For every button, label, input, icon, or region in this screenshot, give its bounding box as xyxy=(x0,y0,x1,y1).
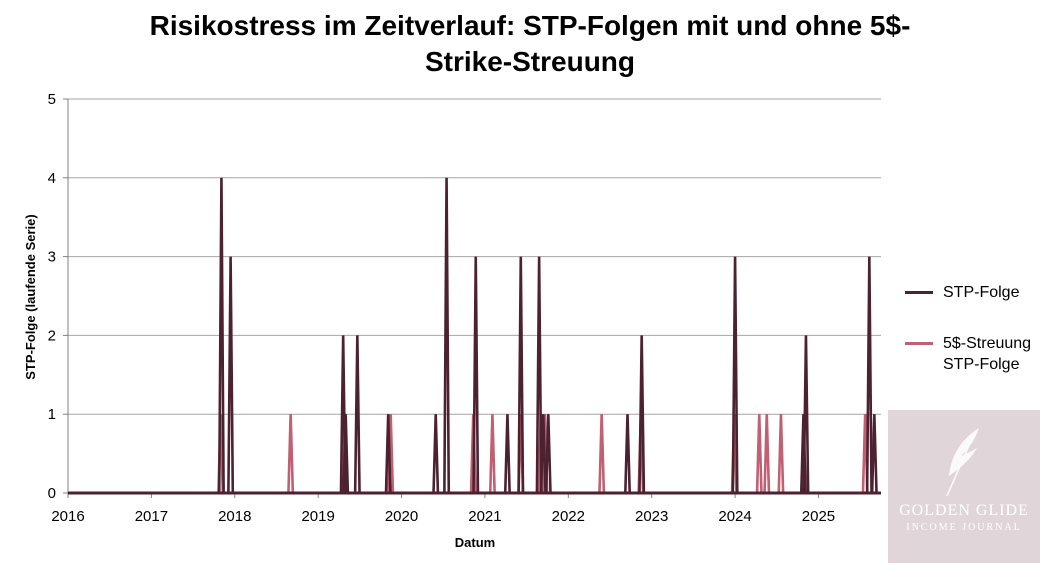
label-layer: 0 1 2 3 4 5 2016 2017 2018 2019 2020 2021 2022 2023 20… xyxy=(48,91,835,525)
x-tick-label: 2017 xyxy=(135,508,168,525)
data-spike-1-14 xyxy=(777,414,785,494)
watermark-title: GOLDEN GLIDE xyxy=(899,502,1029,519)
x-tick-label: 2023 xyxy=(635,508,668,525)
legend-label-stp-folge: STP-Folge xyxy=(943,284,1020,301)
data-spike-0-18 xyxy=(802,335,810,494)
x-tick-label: 2025 xyxy=(802,508,835,525)
data-spike-0-14 xyxy=(624,414,632,494)
x-tick-label: 2021 xyxy=(468,508,501,525)
data-spike-0-11 xyxy=(535,256,543,494)
watermark-logo: GOLDEN GLIDE INCOME JOURNAL xyxy=(888,410,1040,563)
x-axis-title: Datum xyxy=(455,535,495,550)
data-spike-0-0 xyxy=(217,177,225,494)
feather-icon xyxy=(946,428,979,497)
y-tick-label: 4 xyxy=(48,170,56,187)
data-spike-1-5 xyxy=(488,414,496,494)
data-spike-0-6 xyxy=(432,414,440,494)
data-spike-0-1 xyxy=(227,256,235,494)
legend-label-5-streuung-line-2: STP-Folge xyxy=(943,356,1020,373)
data-spike-0-9 xyxy=(503,414,511,494)
chart-title-line-2: Strike-Streuung xyxy=(424,46,636,77)
data-spike-1-12 xyxy=(755,414,763,494)
data-spike-0-12 xyxy=(539,414,547,494)
data-spike-1-1 xyxy=(287,414,295,494)
data-spike-0-20 xyxy=(870,414,878,494)
data-spike-0-19 xyxy=(865,256,873,494)
legend-swatch-5-streuung xyxy=(905,342,933,345)
data-spike-0-3 xyxy=(342,414,350,494)
data-spike-0-10 xyxy=(517,256,525,494)
x-tick-label: 2018 xyxy=(218,508,251,525)
data-spike-0-7 xyxy=(443,177,451,494)
data-spike-1-13 xyxy=(763,414,771,494)
x-tick-label: 2020 xyxy=(385,508,418,525)
y-axis-title: STP-Folge (laufende Serie) xyxy=(23,214,38,379)
data-spike-0-16 xyxy=(731,256,739,494)
chart-title: Risikostress im Zeitverlauf: STP-Folgen … xyxy=(60,8,1000,80)
y-tick-label: 0 xyxy=(48,485,56,502)
legend-label-5-streuung-line-1: 5$-Streuung xyxy=(943,335,1032,352)
data-spike-0-4 xyxy=(353,335,361,494)
data-spike-0-8 xyxy=(472,256,480,494)
data-spike-1-9 xyxy=(598,414,606,494)
data-spike-0-5 xyxy=(384,414,392,494)
watermark-subtitle: INCOME JOURNAL xyxy=(906,522,1022,533)
data-spike-0-13 xyxy=(544,414,552,494)
x-tick-label: 2024 xyxy=(718,508,751,525)
x-tick-label: 2019 xyxy=(301,508,334,525)
y-tick-label: 3 xyxy=(48,249,56,266)
y-tick-label: 1 xyxy=(48,406,56,423)
y-tick-label: 2 xyxy=(48,327,56,344)
chart-title-line-1: Risikostress im Zeitverlauf: STP-Folgen … xyxy=(149,10,911,41)
x-tick-label: 2016 xyxy=(51,508,84,525)
series-layer xyxy=(68,177,881,495)
legend-swatch-stp-folge xyxy=(905,291,933,294)
y-tick-label: 5 xyxy=(48,91,56,108)
x-tick-label: 2022 xyxy=(552,508,585,525)
data-spike-0-15 xyxy=(638,335,646,494)
